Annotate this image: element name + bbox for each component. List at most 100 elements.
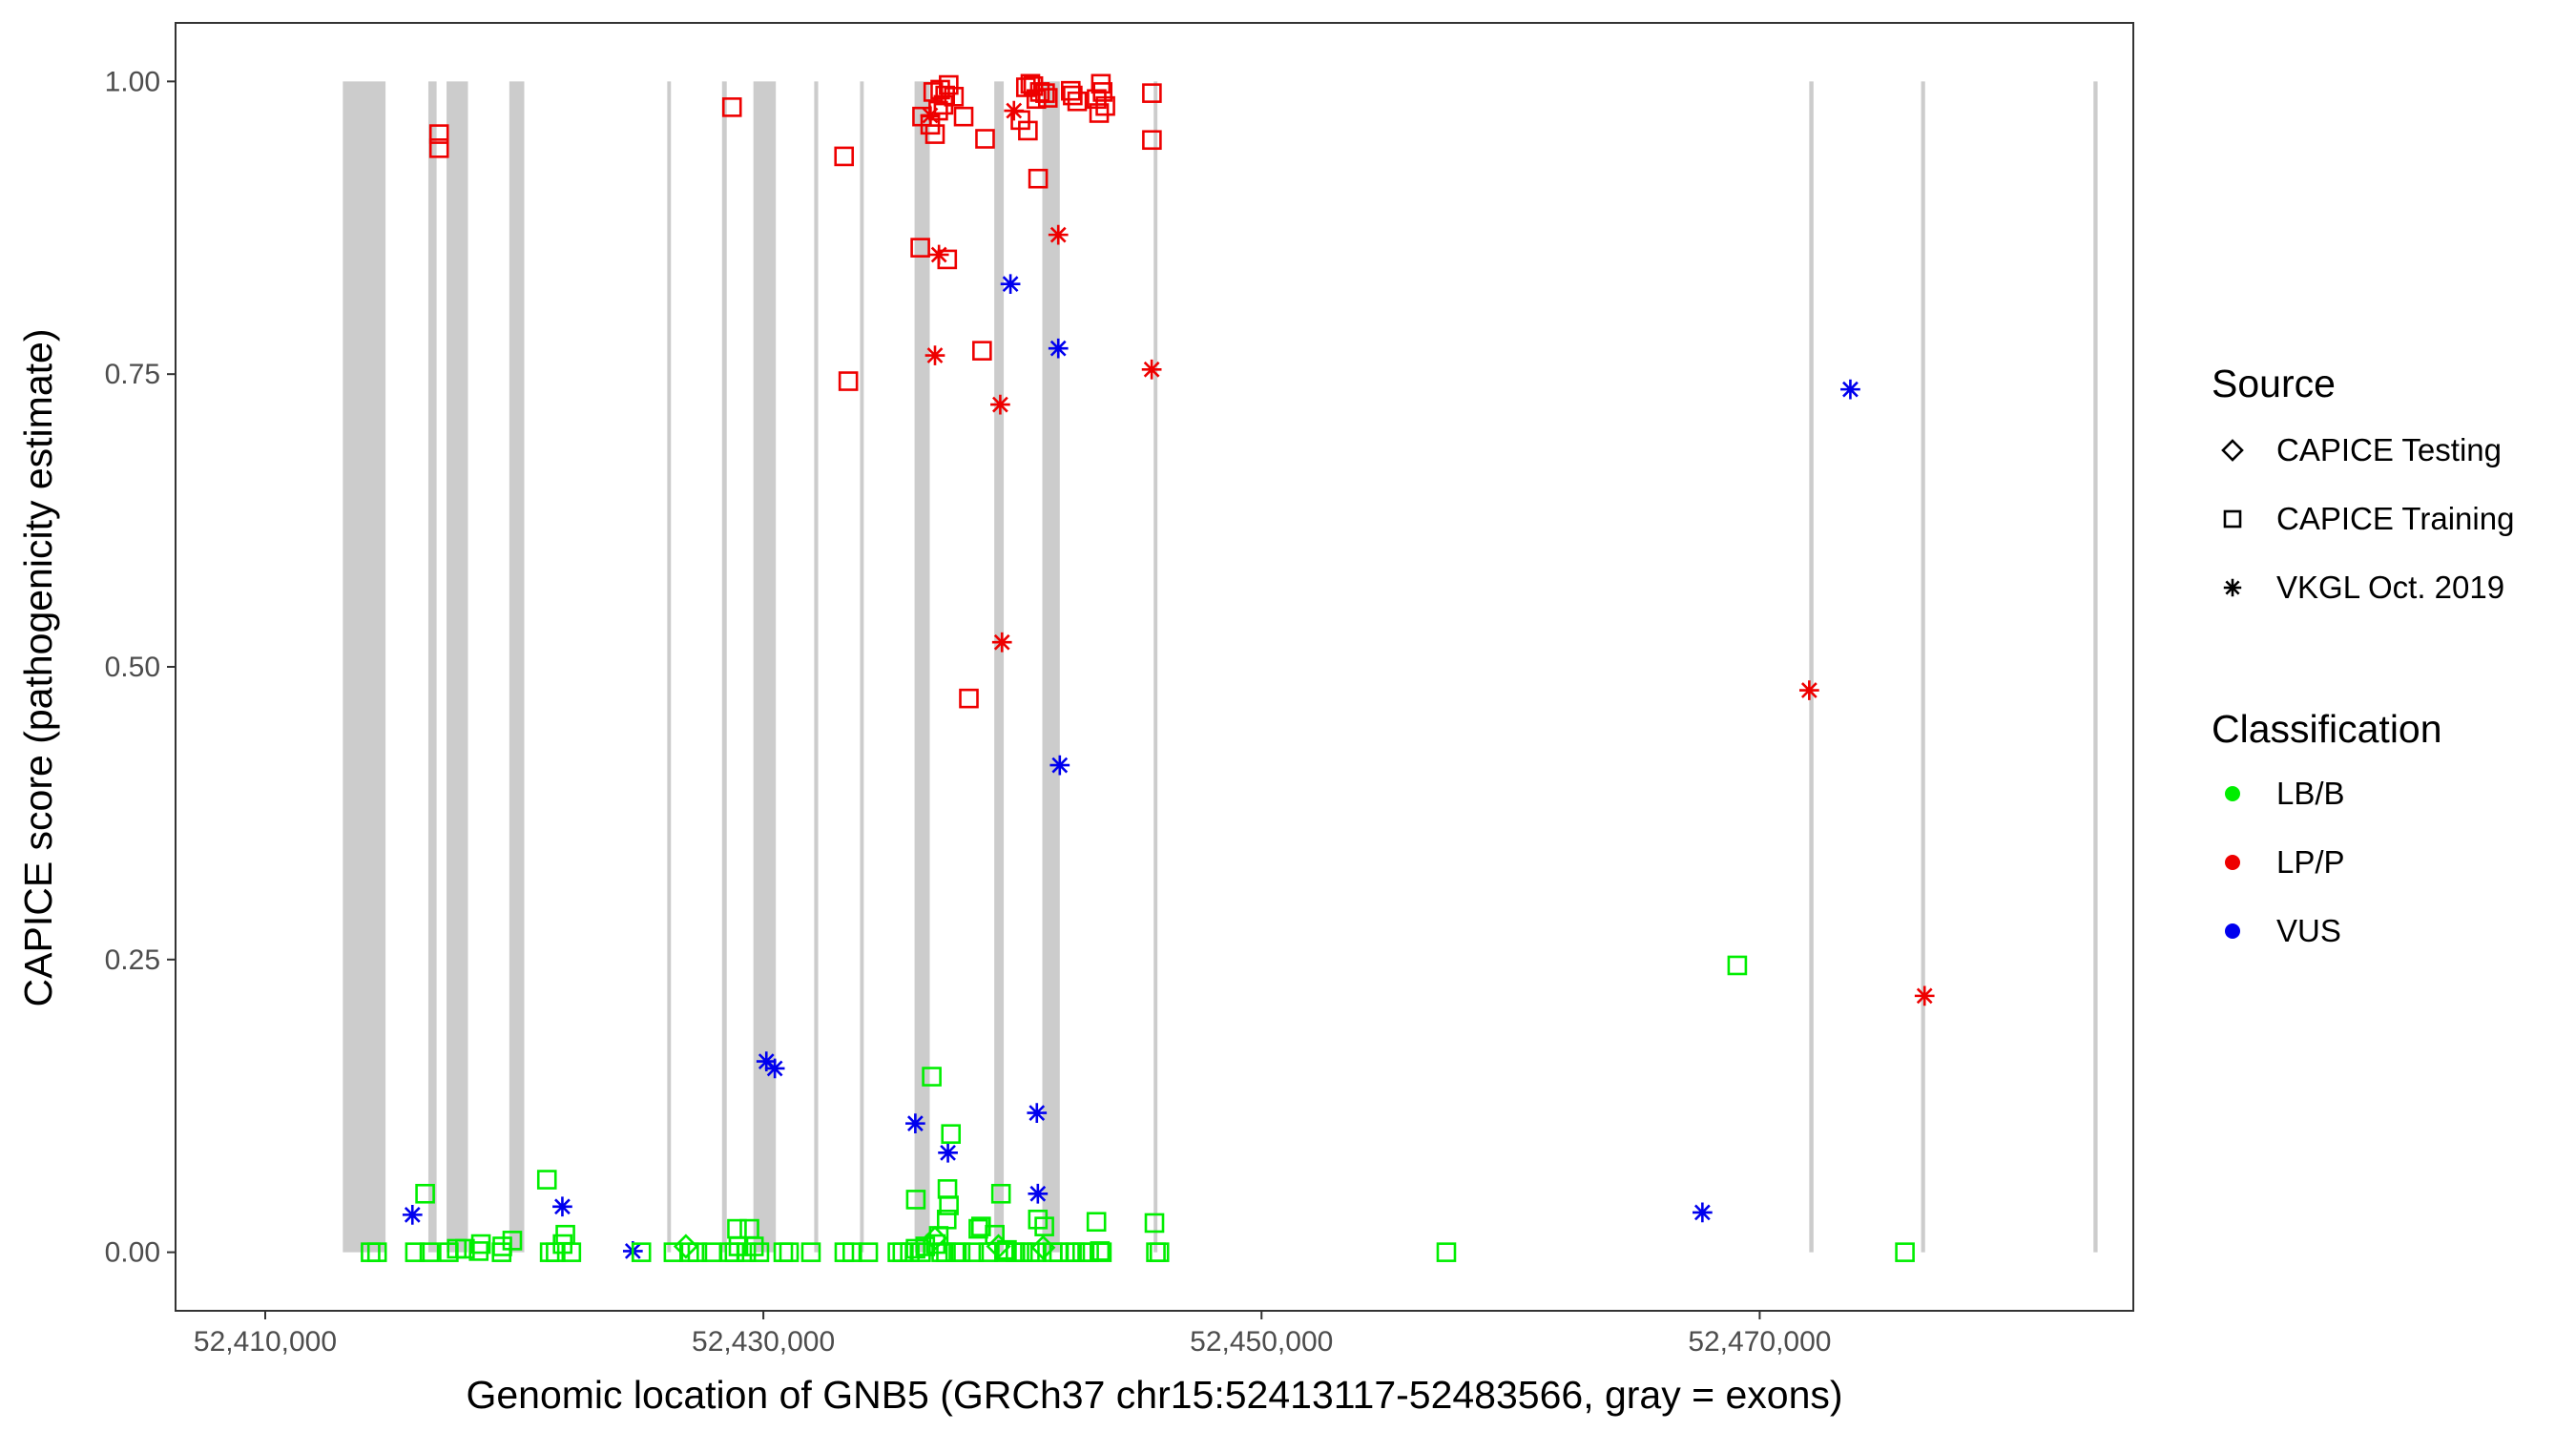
legend-key-dot [2225, 786, 2240, 801]
data-point-lpp-square [923, 82, 944, 102]
data-point-vus-asterisk [1049, 755, 1070, 776]
data-point-lpp-asterisk [1141, 359, 1162, 380]
data-point-lpp-square [939, 74, 959, 95]
data-point-lbb-square [905, 1190, 926, 1210]
exon-band [721, 81, 727, 1253]
exon-band [1042, 81, 1060, 1253]
exon-band [860, 81, 864, 1253]
data-point-lpp-square [1035, 83, 1055, 103]
data-point-lbb-square [1079, 1242, 1099, 1262]
data-point-lbb-square [779, 1242, 800, 1262]
data-point-lpp-square [1067, 91, 1088, 112]
data-point-lbb-square [1091, 1242, 1112, 1262]
data-point-lbb-square [1895, 1242, 1915, 1262]
exon-band [994, 81, 1005, 1253]
legend-key-diamond [2221, 439, 2244, 462]
data-points [361, 73, 1935, 1262]
data-point-lbb-square [1436, 1242, 1457, 1262]
data-point-lbb-square [1727, 955, 1748, 976]
data-point-lpp-asterisk [1914, 985, 1935, 1006]
data-point-lpp-asterisk [924, 345, 945, 365]
data-point-lpp-square [1089, 103, 1110, 123]
data-point-lbb-square [1034, 1216, 1054, 1236]
data-point-lpp-asterisk [1004, 100, 1025, 121]
exon-bands [343, 81, 2098, 1253]
data-point-lpp-square [428, 124, 449, 144]
y-tick-label: 1.00 [105, 66, 160, 97]
exon-band [427, 81, 437, 1253]
data-point-lbb-square [663, 1242, 684, 1262]
y-tick-label: 0.50 [105, 652, 160, 683]
exon-band [753, 81, 777, 1253]
data-point-lbb-square [939, 1195, 959, 1215]
data-point-lpp-square [1060, 80, 1081, 101]
exon-band [447, 81, 468, 1253]
legend-label: VKGL Oct. 2019 [2276, 570, 2504, 605]
data-point-lpp-asterisk [1799, 680, 1819, 700]
data-point-lpp-asterisk [991, 632, 1012, 653]
legend-label: CAPICE Training [2276, 501, 2514, 536]
legend-key-dot [2225, 855, 2240, 870]
legend-key-square [2223, 509, 2242, 529]
data-point-vus-asterisk [938, 1142, 958, 1163]
data-point-lbb-square [990, 1183, 1011, 1204]
data-point-lbb-square [887, 1242, 907, 1262]
y-axis-title: CAPICE score (pathogenicity estimate) [16, 329, 60, 1007]
data-point-lbb-square [1144, 1213, 1165, 1234]
x-tick-label: 52,410,000 [194, 1326, 337, 1358]
data-point-lpp-square [834, 146, 855, 167]
y-tick-label: 0.25 [105, 944, 160, 976]
data-point-vus-asterisk [756, 1051, 777, 1071]
exon-band [509, 81, 525, 1253]
data-point-lpp-square [1092, 82, 1112, 102]
data-point-lpp-square [959, 688, 979, 709]
data-point-vus-asterisk [1028, 1183, 1049, 1204]
data-point-lbb-square [492, 1236, 512, 1256]
exon-band [1153, 81, 1158, 1253]
data-point-lbb-square [366, 1242, 387, 1262]
data-point-vus-asterisk [1027, 1103, 1048, 1123]
legend-classification-items: LB/B LP/P VUS [2225, 776, 2345, 948]
data-point-lpp-square [972, 341, 992, 361]
x-tick-label: 52,470,000 [1688, 1326, 1831, 1358]
data-point-lpp-square [944, 87, 965, 107]
data-point-vus-asterisk [1048, 338, 1069, 359]
legend-label: VUS [2276, 913, 2341, 948]
x-tick-label: 52,450,000 [1190, 1326, 1333, 1358]
legend-label: CAPICE Testing [2276, 432, 2502, 467]
data-point-lpp-asterisk [920, 105, 941, 126]
data-point-lbb-square [561, 1242, 582, 1262]
data-point-lbb-square [964, 1242, 985, 1262]
data-point-lpp-square [1063, 85, 1083, 106]
exon-band [2093, 81, 2098, 1253]
exon-band [1809, 81, 1814, 1253]
data-point-lbb-square [922, 1067, 942, 1087]
data-point-lpp-square [953, 106, 974, 127]
data-point-lpp-square [1142, 83, 1162, 103]
legend-label: LP/P [2276, 844, 2345, 880]
data-point-lbb-square [727, 1218, 747, 1239]
data-point-vus-asterisk [402, 1205, 423, 1225]
data-point-lbb-square [724, 1242, 745, 1262]
legend-label: LB/B [2276, 776, 2345, 811]
data-point-lbb-square [1149, 1242, 1170, 1262]
data-point-vus-asterisk [1840, 379, 1860, 400]
data-point-lbb-square [749, 1242, 770, 1262]
y-tick-label: 0.75 [105, 359, 160, 390]
data-point-lbb-square [941, 1124, 962, 1144]
legend-title-source: Source [2212, 362, 2336, 405]
data-point-lbb-square [858, 1242, 879, 1262]
data-point-lbb-square [502, 1231, 523, 1251]
x-tick-label: 52,430,000 [692, 1326, 835, 1358]
data-point-lbb-square [994, 1242, 1014, 1262]
data-point-lbb-square [950, 1242, 971, 1262]
data-point-lpp-square [910, 238, 930, 258]
legend-title-classification: Classification [2212, 707, 2442, 751]
data-point-lpp-square [1142, 130, 1162, 151]
data-point-lbb-square [936, 1209, 957, 1230]
x-axis: 52,410,000 52,430,000 52,450,000 52,470,000 [194, 1311, 1831, 1358]
data-point-lbb-square [1060, 1242, 1080, 1262]
data-point-lbb-square [419, 1242, 440, 1262]
data-point-lbb-square [491, 1242, 512, 1262]
